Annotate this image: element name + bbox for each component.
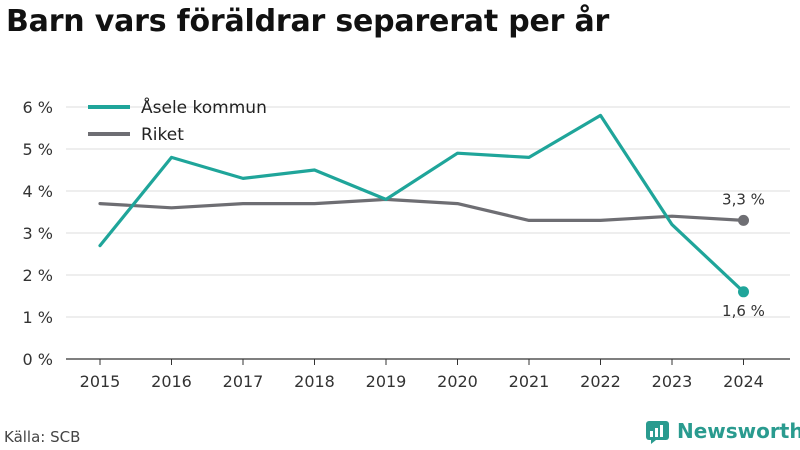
legend-label: Åsele kommun (141, 96, 267, 118)
x-tick-label: 2024 (723, 372, 764, 391)
end-label-asele: 1,6 % (722, 302, 765, 320)
x-tick-label: 2016 (151, 372, 192, 391)
y-tick-label: 3 % (23, 224, 53, 243)
y-tick-label: 4 % (23, 182, 53, 201)
newsworthy-logo-icon (646, 421, 669, 444)
end-label-riket: 3,3 % (722, 190, 765, 208)
series-end-point-riket (738, 214, 749, 226)
source-label: Källa: SCB (4, 428, 81, 446)
x-tick-label: 2018 (294, 372, 335, 391)
x-tick-label: 2017 (223, 372, 264, 391)
y-tick-label: 6 % (23, 98, 53, 117)
chart-title: Barn vars föräldrar separerat per år (6, 4, 610, 39)
x-tick-label: 2022 (580, 372, 621, 391)
brand-logo[interactable]: Newsworthy (645, 418, 800, 444)
x-tick-label: 2015 (80, 372, 121, 391)
legend-label: Riket (141, 125, 184, 145)
y-tick-label: 2 % (23, 266, 53, 285)
series-line-riket (98, 197, 746, 222)
y-tick-label: 0 % (23, 350, 53, 369)
brand-name: Newsworthy (677, 419, 800, 443)
x-tick-label: 2020 (437, 372, 478, 391)
x-tick-label: 2023 (652, 372, 693, 391)
y-tick-label: 1 % (23, 308, 53, 327)
x-tick-label: 2021 (509, 372, 550, 391)
series-line-asele (98, 113, 746, 294)
series-end-point-asele (738, 286, 749, 298)
x-tick-label: 2019 (366, 372, 407, 391)
y-tick-label: 5 % (23, 140, 53, 159)
